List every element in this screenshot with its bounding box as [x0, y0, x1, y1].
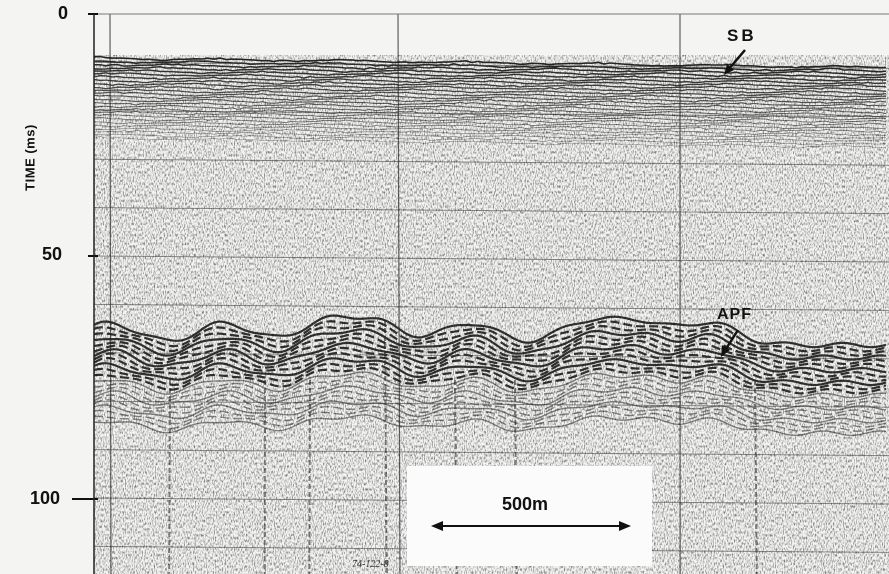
apf-reflector-line — [94, 400, 887, 424]
apf-reflector-line — [94, 332, 887, 366]
apf-reflector-line — [94, 414, 887, 437]
sb-reflector-line — [94, 136, 887, 149]
apf-reflector-line — [94, 351, 887, 382]
sb-reflector-line — [94, 124, 887, 136]
sb-arrow-head — [724, 64, 734, 75]
timing-line — [93, 352, 889, 360]
sb-reflector-line — [94, 116, 887, 130]
sb-reflector-line — [94, 78, 887, 92]
vertical-trace — [109, 13, 112, 574]
sb-arrow — [727, 49, 746, 71]
scale-bar-left-arrow — [431, 521, 443, 531]
apf-reflector-line — [94, 375, 887, 403]
sb-reflector-line — [94, 91, 887, 104]
scale-bar-right-arrow — [619, 521, 631, 531]
sb-reflector-line — [94, 88, 887, 101]
sb-reflector-line — [94, 60, 887, 73]
timing-line — [93, 61, 889, 69]
y-tick-0: 0 — [58, 3, 69, 23]
sb-reflector-line — [94, 94, 887, 107]
y-tick-100: 100 — [30, 488, 61, 508]
apf-reflector-line — [94, 389, 887, 416]
apf-reflector-line — [94, 341, 887, 374]
apf-reflector-line — [94, 320, 887, 353]
scale-bar-label: 500m — [502, 494, 549, 514]
y-tick-50: 50 — [42, 244, 63, 264]
scale-bar-box — [407, 466, 652, 566]
apf-reflector-line — [94, 410, 887, 432]
sb-reflector-line — [94, 102, 887, 115]
apf-reflector-band — [94, 314, 887, 437]
sb-reflector-line — [94, 127, 887, 139]
y-axis-label: TIME (ms) — [22, 124, 38, 191]
timing-line — [93, 449, 889, 457]
apf-reflector-line — [94, 395, 887, 420]
sb-reflector-line — [94, 85, 886, 98]
apf-reflector-line — [94, 357, 887, 387]
sea-bottom-reflector-band — [94, 55, 887, 149]
sb-reflector-line — [94, 130, 887, 142]
apf-arrow-head — [721, 345, 730, 357]
vertical-trace — [754, 379, 758, 574]
sb-reflector-line — [94, 63, 887, 76]
apf-reflector-line — [94, 346, 887, 378]
sb-reflector-line — [94, 113, 887, 127]
vertical-trace — [308, 379, 311, 574]
sb-reflector-line — [94, 75, 887, 88]
apf-reflector-line — [94, 362, 887, 391]
apf-reflector-line — [94, 324, 887, 357]
sb-reflector-line — [94, 98, 887, 111]
vertical-trace — [384, 319, 388, 574]
sb-reflector-line — [94, 82, 887, 95]
sb-reflector-line — [94, 69, 887, 82]
timing-line — [93, 400, 889, 408]
sb-reflector-line — [94, 66, 887, 80]
sb-reflector-line — [94, 104, 887, 118]
sb-reflector-line — [94, 55, 887, 69]
sb-reflector-line — [94, 110, 887, 124]
timing-line — [93, 158, 889, 166]
apf-reflector-line — [94, 405, 887, 428]
apf-label: APF — [717, 306, 752, 323]
apf-reflector-line — [94, 385, 887, 411]
plate-id-label: 74-122-8 — [352, 559, 389, 570]
timing-line — [93, 255, 889, 263]
apf-reflector-line — [94, 328, 887, 361]
sb-reflector-line — [94, 72, 887, 85]
sb-reflector-line — [94, 133, 887, 146]
timing-line — [93, 207, 889, 215]
apf-reflector-line — [94, 371, 887, 399]
timing-line — [93, 303, 889, 311]
apf-reflector-line — [94, 380, 887, 407]
apf-reflector-line — [94, 314, 887, 349]
apf-reflector-line — [94, 337, 887, 370]
vertical-trace — [397, 13, 401, 574]
sb-reflector-line — [94, 121, 887, 134]
sb-label: SB — [727, 26, 757, 45]
vertical-trace — [168, 379, 171, 574]
timing-line — [93, 110, 889, 118]
apf-reflector-line — [94, 366, 887, 395]
